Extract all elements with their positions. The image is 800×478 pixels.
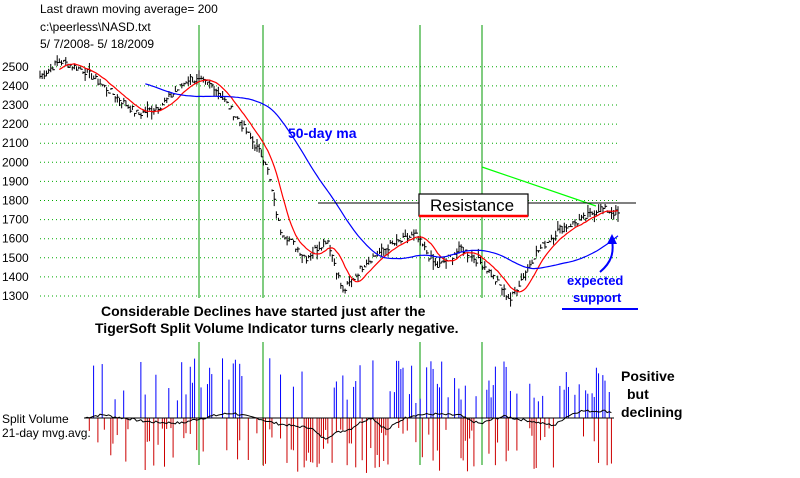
y-tick-label-2100: 2100 — [2, 136, 29, 150]
price-axis-labels: 1300 1400 1500 1600 1700 1800 1900 2000 2100 2200… — [2, 60, 29, 303]
fifty-day-moving-average-line — [145, 83, 619, 270]
y-tick-label-2500: 2500 — [2, 60, 29, 74]
y-tick-label-1400: 1400 — [2, 270, 29, 284]
y-tick-label-1900: 1900 — [2, 174, 29, 188]
volume-label-line-1: Split Volume — [2, 412, 69, 426]
short-moving-average-line — [58, 63, 618, 293]
chart-info-line-1: Last drawn moving average= 200 — [40, 2, 218, 16]
resistance-label: Resistance — [430, 196, 514, 215]
green-trendline — [481, 166, 597, 207]
y-tick-label-1600: 1600 — [2, 232, 29, 246]
y-tick-label-1500: 1500 — [2, 251, 29, 265]
y-tick-label-1800: 1800 — [2, 194, 29, 208]
price-bars — [39, 55, 620, 307]
positive-note-line-1: Positive — [621, 368, 675, 384]
y-tick-label-2400: 2400 — [2, 79, 29, 93]
y-tick-label-2000: 2000 — [2, 155, 29, 169]
support-label-line-2: support — [573, 290, 622, 305]
support-label-line-1: expected — [567, 273, 623, 288]
declines-note-line-2: TigerSoft Split Volume Indicator turns c… — [95, 320, 459, 336]
volume-label-line-2: 21-day mvg.avg. — [2, 426, 91, 440]
declines-note-line-1: Considerable Declines have started just … — [101, 303, 426, 319]
y-tick-label-1700: 1700 — [2, 213, 29, 227]
y-tick-label-2200: 2200 — [2, 117, 29, 131]
volume-moving-average-line — [84, 409, 612, 440]
y-tick-label-1300: 1300 — [2, 289, 29, 303]
price-grid — [40, 66, 618, 297]
chart-info-file: c:\peerless\NASD.txt — [40, 20, 151, 34]
y-tick-label-2300: 2300 — [2, 98, 29, 112]
positive-note-line-3: declining — [621, 404, 683, 420]
ma-label: 50-day ma — [288, 125, 357, 141]
split-volume-bars — [84, 358, 614, 473]
support-arrowhead — [607, 234, 617, 244]
positive-note-line-2: but — [627, 386, 649, 402]
chart-info-date-range: 5/ 7/2008- 5/ 18/2009 — [40, 37, 155, 51]
